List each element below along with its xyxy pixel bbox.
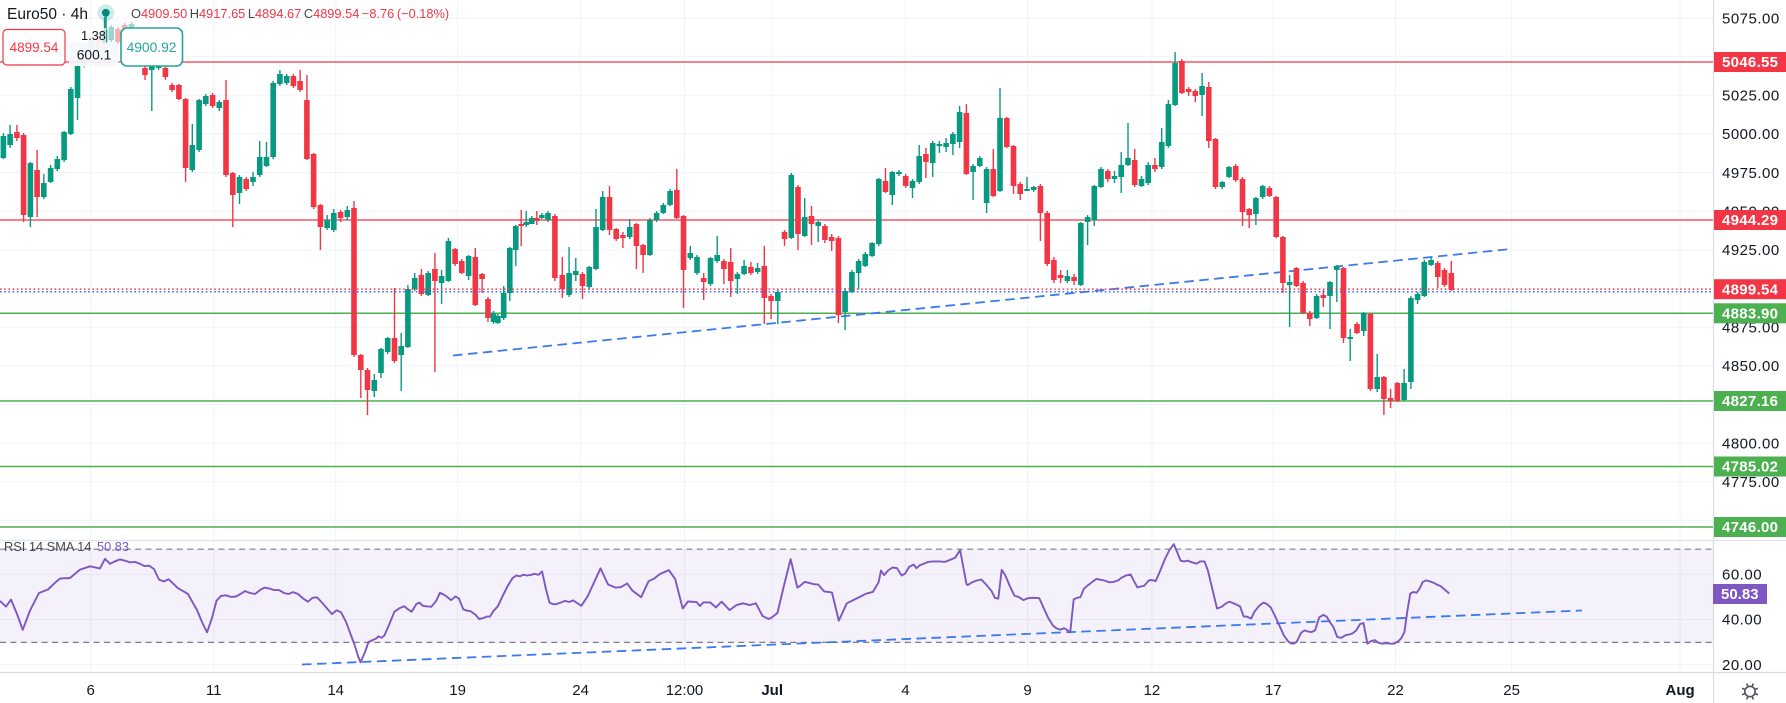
svg-text:6: 6 [87, 682, 95, 699]
svg-text:4944.29: 4944.29 [1722, 212, 1778, 229]
svg-text:4900.92: 4900.92 [127, 40, 177, 55]
svg-text:4925.00: 4925.00 [1722, 242, 1780, 259]
svg-text:4785.02: 4785.02 [1722, 459, 1778, 476]
svg-text:4875.00: 4875.00 [1722, 319, 1780, 336]
svg-text:4775.00: 4775.00 [1722, 474, 1780, 491]
svg-text:50.83: 50.83 [97, 539, 129, 554]
svg-text:14: 14 [327, 682, 344, 699]
svg-text:O4909.50 H4917.65 L4894.67 C48: O4909.50 H4917.65 L4894.67 C4899.54 −8.7… [131, 6, 449, 21]
svg-text:4827.16: 4827.16 [1722, 393, 1778, 410]
svg-text:5025.00: 5025.00 [1722, 88, 1780, 105]
svg-text:4746.00: 4746.00 [1722, 519, 1778, 536]
svg-text:Euro50 · 4h: Euro50 · 4h [7, 6, 88, 23]
svg-text:5000.00: 5000.00 [1722, 126, 1780, 143]
svg-text:12: 12 [1144, 682, 1161, 699]
svg-text:20.00: 20.00 [1722, 657, 1762, 674]
svg-text:9: 9 [1023, 682, 1031, 699]
svg-text:Aug: Aug [1666, 682, 1695, 699]
svg-text:40.00: 40.00 [1722, 612, 1762, 629]
svg-text:600.1: 600.1 [77, 48, 112, 63]
svg-text:5046.55: 5046.55 [1722, 54, 1778, 71]
svg-text:1.38: 1.38 [81, 28, 106, 43]
svg-text:5075.00: 5075.00 [1722, 10, 1780, 27]
svg-text:50.83: 50.83 [1721, 586, 1759, 603]
svg-text:60.00: 60.00 [1722, 566, 1762, 583]
svg-text:4850.00: 4850.00 [1722, 358, 1780, 375]
svg-text:22: 22 [1387, 682, 1404, 699]
svg-text:11: 11 [206, 682, 222, 699]
svg-text:RSI 14 SMA 14: RSI 14 SMA 14 [4, 539, 92, 554]
svg-text:4899.54: 4899.54 [1722, 281, 1779, 298]
svg-text:Jul: Jul [761, 682, 783, 699]
svg-text:4975.00: 4975.00 [1722, 165, 1780, 182]
svg-text:19: 19 [449, 682, 466, 699]
svg-text:4883.90: 4883.90 [1722, 306, 1778, 323]
svg-text:17: 17 [1265, 682, 1282, 699]
svg-text:25: 25 [1503, 682, 1520, 699]
svg-text:4899.54: 4899.54 [10, 40, 59, 55]
svg-text:4800.00: 4800.00 [1722, 435, 1780, 452]
svg-text:24: 24 [572, 682, 589, 699]
svg-text:12:00: 12:00 [666, 682, 704, 699]
svg-text:4: 4 [901, 682, 909, 699]
